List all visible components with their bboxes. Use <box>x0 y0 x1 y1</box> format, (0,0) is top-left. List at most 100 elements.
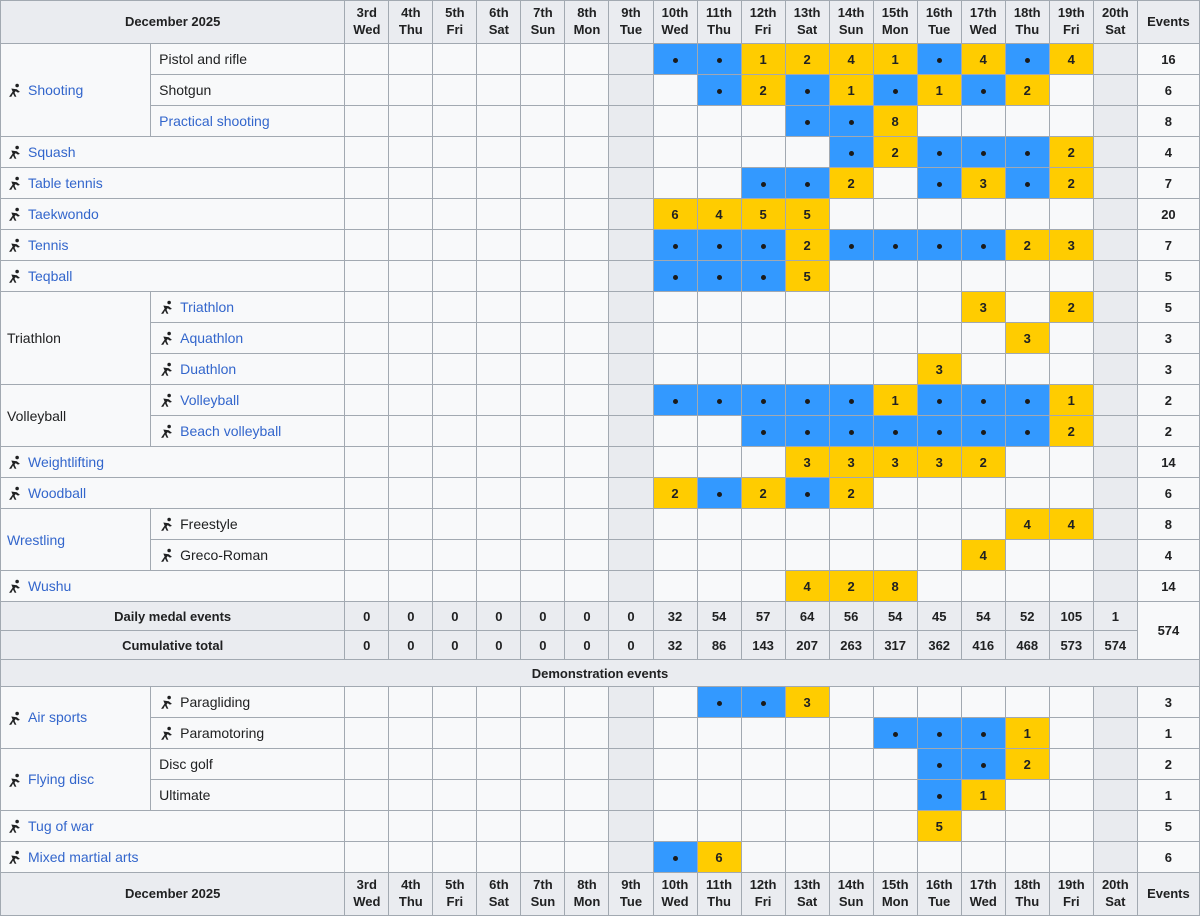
date-day-label: 4th <box>401 5 421 21</box>
competition-day-cell <box>916 415 962 447</box>
sport-link-woodball[interactable]: Woodball <box>28 484 87 501</box>
day-cell <box>916 260 962 292</box>
day-cell <box>960 322 1006 354</box>
sport-link-shooting[interactable]: Shooting <box>28 81 84 98</box>
discipline-link-aquathlon[interactable]: Aquathlon <box>180 329 244 346</box>
day-cell <box>520 717 566 749</box>
medal-events-day-cell: 2 <box>872 136 918 168</box>
day-cell <box>1048 260 1094 292</box>
day-cell <box>388 717 434 749</box>
competition-dot-icon <box>936 762 942 768</box>
bottom-date-col-header-10th: 10th Wed <box>652 872 698 916</box>
competition-day-cell <box>828 384 874 416</box>
date-day-label: 4th <box>401 877 421 893</box>
day-cell <box>432 260 478 292</box>
date-day-label: 16th <box>925 5 953 21</box>
top-date-col-header-16th: 16th Tue <box>916 0 962 44</box>
date-weekday-label: Thu <box>1015 22 1040 37</box>
date-weekday-label: Wed <box>661 894 689 909</box>
day-cell <box>652 74 698 106</box>
day-cell <box>828 198 874 230</box>
shaded-day-cell <box>608 539 654 571</box>
medal-events-day-cell: 1 <box>740 43 786 75</box>
competition-day-cell <box>872 74 918 106</box>
day-cell <box>344 136 390 168</box>
sport-link-teqball[interactable]: Teqball <box>28 267 73 284</box>
day-cell <box>652 810 698 842</box>
tennis-icon <box>7 238 22 253</box>
competition-dot-icon <box>980 731 986 737</box>
date-day-label: 16th <box>925 877 953 893</box>
date-day-label: 15th <box>881 877 909 893</box>
day-cell <box>388 810 434 842</box>
day-cell <box>388 229 434 261</box>
day-cell <box>432 841 478 873</box>
top-date-col-header-5th: 5th Fri <box>432 0 478 44</box>
day-cell <box>476 748 522 780</box>
competition-dot-icon <box>672 855 678 861</box>
date-weekday-label: Fri <box>446 22 464 37</box>
competition-dot-icon <box>936 398 942 404</box>
day-cell <box>872 748 918 780</box>
sport-cell-shooting: Shooting <box>0 43 152 137</box>
table-tennis-icon <box>7 176 22 191</box>
date-weekday-label: Fri <box>754 22 772 37</box>
date-day-label: 6th <box>489 5 509 21</box>
top-date-col-header-6th: 6th Sat <box>476 0 522 44</box>
medal-events-day-cell: 5 <box>740 198 786 230</box>
day-cell <box>520 74 566 106</box>
table-row-woodball: Woodball 2 2 2 6 <box>0 477 1200 509</box>
competition-dot-icon <box>1024 181 1030 187</box>
discipline-link-practical-shooting[interactable]: Practical shooting <box>159 113 270 129</box>
sport-link-air-sports[interactable]: Air sports <box>28 709 88 726</box>
sport-cell-tug-of-war: Tug of war <box>0 810 346 842</box>
sport-link-table-tennis[interactable]: Table tennis <box>28 174 103 191</box>
shaded-day-cell <box>1092 779 1138 811</box>
competition-dot-icon <box>848 243 854 249</box>
competition-day-cell <box>960 384 1006 416</box>
shaded-day-cell <box>608 508 654 540</box>
day-cell <box>344 686 390 718</box>
day-cell <box>828 260 874 292</box>
summary-day-cell: 574 <box>1092 630 1138 660</box>
top-date-col-header-9th: 9th Tue <box>608 0 654 44</box>
date-weekday-label: Mon <box>573 894 601 909</box>
sport-link-wrestling[interactable]: Wrestling <box>7 531 66 548</box>
discipline-link-beach-volleyball[interactable]: Beach volleyball <box>180 422 282 439</box>
sport-link-wushu[interactable]: Wushu <box>28 577 72 594</box>
day-cell <box>432 105 478 137</box>
date-weekday-label: Wed <box>353 894 381 909</box>
day-cell <box>432 508 478 540</box>
discipline-cell-aquathlon: Aquathlon <box>150 322 346 354</box>
sport-link-tennis[interactable]: Tennis <box>28 236 69 253</box>
top-date-col-header-17th: 17th Wed <box>960 0 1006 44</box>
day-cell <box>520 353 566 385</box>
day-cell <box>872 539 918 571</box>
discipline-link-volleyball[interactable]: Volleyball <box>180 391 240 408</box>
competition-day-cell <box>872 717 918 749</box>
date-weekday-label: Sun <box>838 22 864 37</box>
sport-link-mixed-martial-arts[interactable]: Mixed martial arts <box>28 848 139 865</box>
sport-link-flying-disc[interactable]: Flying disc <box>28 771 95 788</box>
competition-dot-icon <box>716 491 722 497</box>
sport-link-tug-of-war[interactable]: Tug of war <box>28 817 94 834</box>
top-date-col-header-10th: 10th Wed <box>652 0 698 44</box>
competition-day-cell <box>916 717 962 749</box>
discipline-label-ultimate: Ultimate <box>159 787 211 803</box>
competition-day-cell <box>652 260 698 292</box>
day-cell <box>388 167 434 199</box>
day-cell <box>652 136 698 168</box>
sport-link-squash[interactable]: Squash <box>28 143 76 160</box>
sport-link-weightlifting[interactable]: Weightlifting <box>28 453 105 470</box>
competition-day-cell <box>872 229 918 261</box>
day-cell <box>520 291 566 323</box>
day-cell <box>564 810 610 842</box>
day-cell <box>1004 570 1050 602</box>
discipline-link-triathlon[interactable]: Triathlon <box>180 298 235 315</box>
sport-link-taekwondo[interactable]: Taekwondo <box>28 205 99 222</box>
day-cell <box>960 570 1006 602</box>
discipline-link-duathlon[interactable]: Duathlon <box>180 360 237 377</box>
day-cell <box>960 508 1006 540</box>
day-cell <box>916 322 962 354</box>
day-cell <box>828 508 874 540</box>
